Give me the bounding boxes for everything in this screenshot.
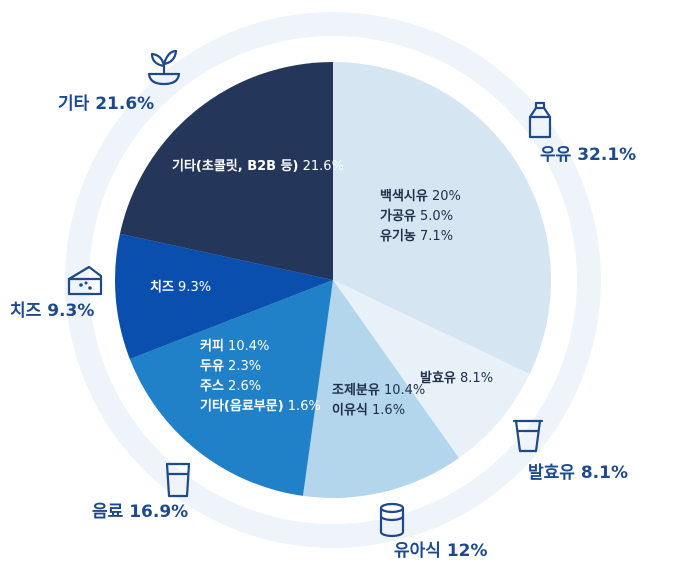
- slice-detail-label: 기타(초콜릿, B2B 등) 21.6%: [172, 158, 344, 174]
- pie-slice-3: [129, 280, 333, 496]
- outer-category-label: 우유 32.1%: [540, 145, 636, 165]
- slice-detail-label: 치즈 9.3%: [150, 279, 211, 295]
- outer-category-label: 치즈 9.3%: [10, 301, 94, 321]
- slice-detail-label: 백색시유 20% 가공유 5.0% 유기농 7.1%: [380, 189, 461, 244]
- cheese-icon: [67, 265, 103, 296]
- pie-slice-4: [115, 233, 333, 359]
- slice-detail-label: 조제분유 10.4% 이유식 1.6%: [332, 383, 425, 418]
- outer-category-label: 기타 21.6%: [58, 94, 154, 114]
- plant-bowl-icon: [147, 49, 181, 86]
- slice-detail-label: 발효유 8.1%: [420, 370, 493, 386]
- drink-glass-icon: [165, 462, 191, 498]
- pie-slice-2: [302, 280, 459, 498]
- outer-category-label: 음료 16.9%: [92, 502, 188, 522]
- milk-carton-icon: [528, 101, 552, 139]
- pie-slice-1: [333, 280, 530, 458]
- slice-detail-label: 커피 10.4% 두유 2.3% 주스 2.6% 기타(음료부문) 1.6%: [200, 339, 321, 414]
- yogurt-cup-icon: [512, 419, 544, 453]
- outer-category-label: 유아식 12%: [394, 541, 488, 561]
- formula-can-icon: [379, 502, 405, 538]
- pie-slice-0: [333, 62, 552, 375]
- pie-slice-5: [119, 62, 334, 280]
- outer-category-label: 발효유 8.1%: [528, 463, 628, 483]
